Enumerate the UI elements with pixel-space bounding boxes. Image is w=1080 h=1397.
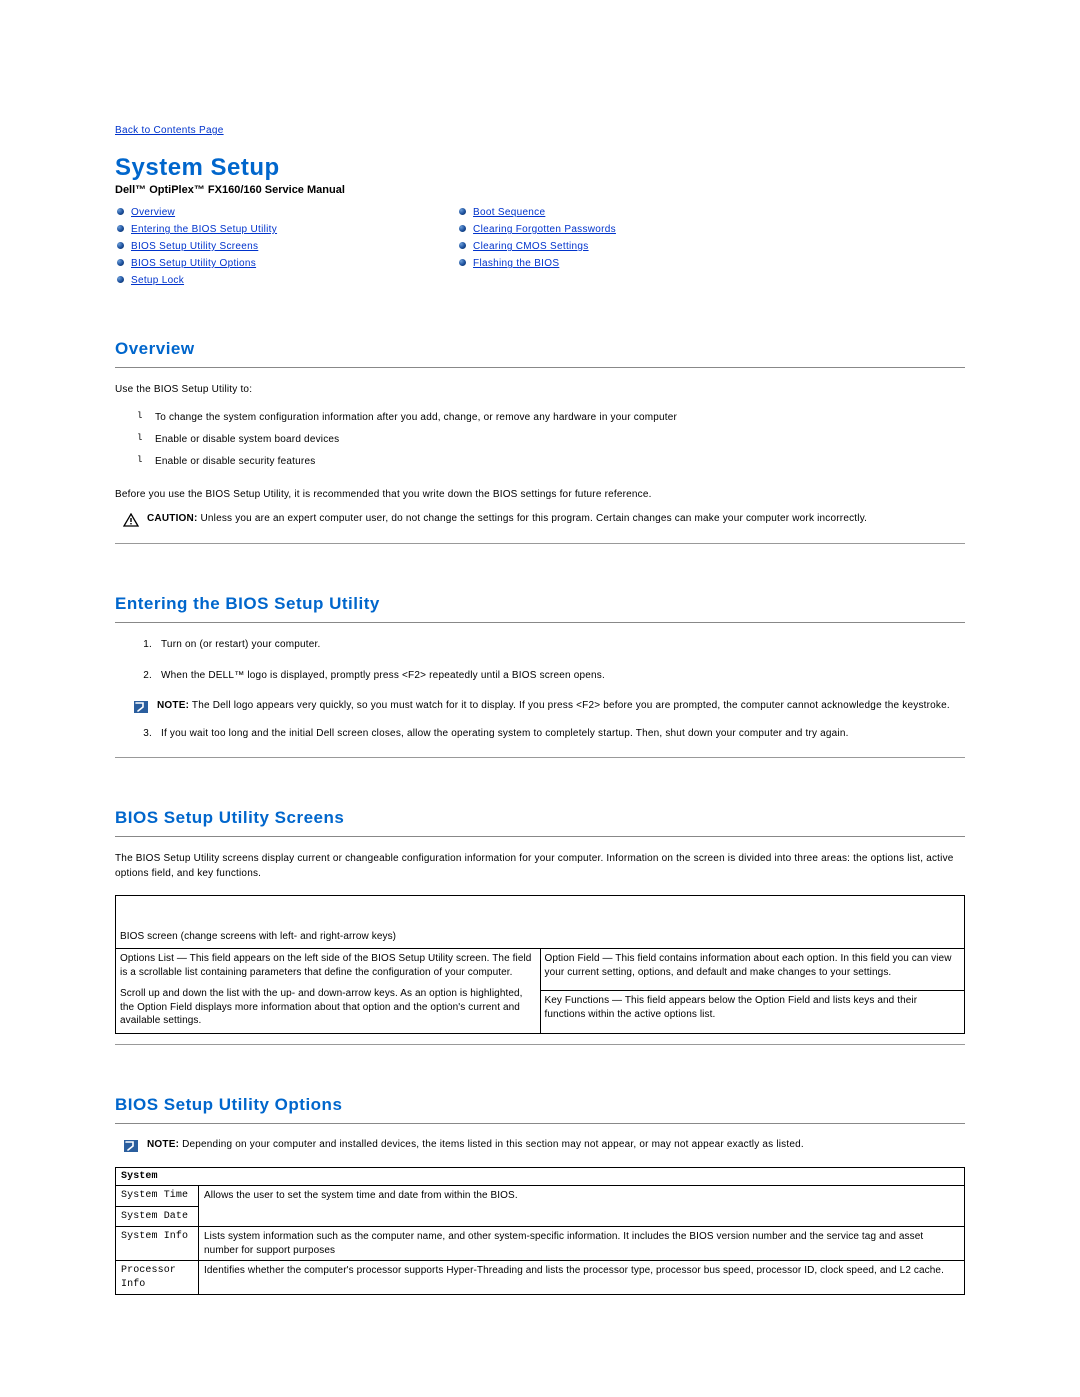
- options-note-text: NOTE: Depending on your computer and ins…: [147, 1138, 804, 1153]
- options-heading: BIOS Setup Utility Options: [115, 1095, 965, 1115]
- screens-options-list: Options List — This field appears on the…: [120, 952, 536, 979]
- overview-list-item: Enable or disable system board devices: [155, 429, 965, 451]
- overview-heading: Overview: [115, 339, 965, 359]
- caution-block: CAUTION: Unless you are an expert comput…: [123, 512, 965, 527]
- section-divider: [115, 757, 965, 758]
- toc-link-passwords[interactable]: Clearing Forgotten Passwords: [473, 224, 616, 235]
- options-key: Processor Info: [116, 1261, 199, 1295]
- overview-rule: [115, 367, 965, 368]
- overview-list-item: Enable or disable security features: [155, 451, 965, 473]
- page-title: System Setup: [115, 154, 965, 182]
- document-page: Back to Contents Page System Setup Dell™…: [0, 0, 1080, 1335]
- options-val: Lists system information such as the com…: [199, 1227, 965, 1261]
- screens-heading: BIOS Setup Utility Screens: [115, 808, 965, 828]
- options-val: Allows the user to set the system time a…: [199, 1186, 965, 1227]
- overview-list-item: To change the system configuration infor…: [155, 407, 965, 429]
- entering-steps-cont: If you wait too long and the initial Del…: [115, 726, 965, 741]
- overview-intro: Use the BIOS Setup Utility to:: [115, 382, 965, 397]
- options-key: System Time: [116, 1186, 199, 1207]
- entering-step-1: Turn on (or restart) your computer.: [155, 637, 965, 652]
- screens-intro: The BIOS Setup Utility screens display c…: [115, 851, 965, 881]
- toc-left-column: Overview Entering the BIOS Setup Utility…: [115, 204, 277, 289]
- caution-text: CAUTION: Unless you are an expert comput…: [147, 512, 867, 527]
- options-note-block: NOTE: Depending on your computer and ins…: [123, 1138, 965, 1153]
- note-text: NOTE: The Dell logo appears very quickly…: [157, 699, 950, 714]
- options-table: System System Time Allows the user to se…: [115, 1167, 965, 1296]
- screens-key-functions: Key Functions — This field appears below…: [540, 991, 965, 1033]
- entering-steps: Turn on (or restart) your computer. When…: [115, 637, 965, 683]
- manual-subtitle: Dell™ OptiPlex™ FX160/160 Service Manual: [115, 184, 965, 196]
- toc-link-flashing[interactable]: Flashing the BIOS: [473, 258, 559, 269]
- screens-left-cell: Options List — This field appears on the…: [116, 949, 541, 1034]
- options-key: System Date: [116, 1206, 199, 1227]
- toc-link-setup-lock[interactable]: Setup Lock: [131, 275, 184, 286]
- options-key: System Info: [116, 1227, 199, 1261]
- note-block: NOTE: The Dell logo appears very quickly…: [133, 699, 965, 714]
- screens-rule: [115, 836, 965, 837]
- toc-link-overview[interactable]: Overview: [131, 207, 175, 218]
- toc-link-cmos[interactable]: Clearing CMOS Settings: [473, 241, 589, 252]
- note-icon: [133, 700, 149, 714]
- overview-list: To change the system configuration infor…: [115, 407, 965, 473]
- options-val: Identifies whether the computer's proces…: [199, 1261, 965, 1295]
- toc-link-entering[interactable]: Entering the BIOS Setup Utility: [131, 224, 277, 235]
- note-icon: [123, 1139, 139, 1153]
- entering-step-3: If you wait too long and the initial Del…: [155, 726, 965, 741]
- screens-top-cell: BIOS screen (change screens with left- a…: [116, 896, 965, 949]
- toc-right-column: Boot Sequence Clearing Forgotten Passwor…: [457, 204, 616, 289]
- section-divider: [115, 1044, 965, 1045]
- options-rule: [115, 1123, 965, 1124]
- entering-step-2: When the DELL™ logo is displayed, prompt…: [155, 668, 965, 683]
- entering-heading: Entering the BIOS Setup Utility: [115, 594, 965, 614]
- entering-rule: [115, 622, 965, 623]
- caution-icon: [123, 513, 139, 527]
- overview-before: Before you use the BIOS Setup Utility, i…: [115, 487, 965, 502]
- back-to-contents-link[interactable]: Back to Contents Page: [115, 125, 224, 136]
- screens-option-field: Option Field — This field contains infor…: [540, 949, 965, 991]
- toc-link-screens[interactable]: BIOS Setup Utility Screens: [131, 241, 258, 252]
- section-divider: [115, 543, 965, 544]
- toc-link-boot[interactable]: Boot Sequence: [473, 207, 545, 218]
- toc-link-options[interactable]: BIOS Setup Utility Options: [131, 258, 256, 269]
- screens-scroll: Scroll up and down the list with the up-…: [120, 987, 536, 1028]
- options-category: System: [116, 1167, 965, 1186]
- table-of-contents: Overview Entering the BIOS Setup Utility…: [115, 204, 965, 289]
- screens-table: BIOS screen (change screens with left- a…: [115, 895, 965, 1034]
